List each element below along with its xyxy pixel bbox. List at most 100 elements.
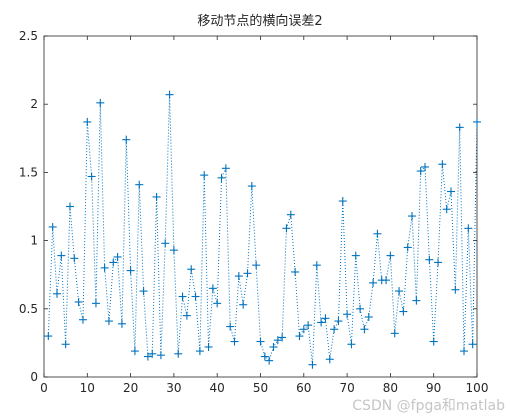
data-point-marker <box>113 252 122 261</box>
data-point-marker <box>308 360 317 369</box>
data-point-marker <box>343 310 352 319</box>
data-point-marker <box>416 167 425 176</box>
data-point-marker <box>460 347 469 356</box>
data-point-marker <box>174 349 183 358</box>
data-point-marker <box>161 239 170 248</box>
y-tick-label: 0 <box>30 370 38 384</box>
data-point-marker <box>78 315 87 324</box>
data-point-marker <box>187 265 196 274</box>
y-tick-label: 0.5 <box>19 302 38 316</box>
data-point-marker <box>195 347 204 356</box>
data-markers <box>44 90 481 369</box>
y-tick-label: 1.5 <box>19 165 38 179</box>
data-point-marker <box>217 173 226 182</box>
data-point-marker <box>334 317 343 326</box>
data-point-marker <box>373 229 382 238</box>
data-point-marker <box>52 289 61 298</box>
data-point-marker <box>356 304 365 313</box>
data-point-marker <box>390 329 399 338</box>
data-point-marker <box>273 336 282 345</box>
data-point-marker <box>265 356 274 365</box>
data-point-marker <box>70 254 79 263</box>
data-point-marker <box>468 340 477 349</box>
data-point-marker <box>83 117 92 126</box>
data-point-marker <box>156 351 165 360</box>
data-point-marker <box>369 278 378 287</box>
x-tick-label: 60 <box>296 381 311 395</box>
x-tick-label: 70 <box>339 381 354 395</box>
data-point-marker <box>143 352 152 361</box>
data-point-marker <box>48 222 57 231</box>
data-point-marker <box>438 160 447 169</box>
data-point-marker <box>148 349 157 358</box>
data-point-marker <box>304 321 313 330</box>
data-point-marker <box>360 325 369 334</box>
watermark: CSDN @fpga和matlab <box>352 398 505 414</box>
data-point-marker <box>403 243 412 252</box>
data-point-marker <box>165 90 174 99</box>
data-point-marker <box>412 296 421 305</box>
data-point-marker <box>382 276 391 285</box>
data-point-marker <box>104 317 113 326</box>
data-point-marker <box>182 311 191 320</box>
data-point-marker <box>191 292 200 301</box>
data-point-marker <box>57 251 66 260</box>
data-point-marker <box>226 322 235 331</box>
y-tick-label: 1 <box>30 234 38 248</box>
data-point-marker <box>408 212 417 221</box>
data-point-marker <box>421 162 430 171</box>
data-point-marker <box>473 117 481 126</box>
data-point-marker <box>213 299 222 308</box>
series-line <box>47 94 478 365</box>
data-point-marker <box>243 269 252 278</box>
data-point-marker <box>317 318 326 327</box>
data-point-marker <box>442 205 451 214</box>
data-point-marker <box>126 266 135 275</box>
y-tick-label: 2 <box>30 97 38 111</box>
data-point-marker <box>65 202 74 211</box>
data-point-marker <box>386 251 395 260</box>
data-point-marker <box>269 342 278 351</box>
data-point-marker <box>74 297 83 306</box>
data-point-marker <box>44 332 53 341</box>
axes: 0 10 20 30 40 50 60 70 80 90 100 0 0.5 1 1.5 2 2.5 <box>19 29 489 395</box>
x-tick-label: 80 <box>383 381 398 395</box>
data-point-marker <box>451 285 460 294</box>
x-tick-label: 90 <box>426 381 441 395</box>
data-point-marker <box>135 180 144 189</box>
chart-title: 移动节点的横向误差2 <box>197 13 322 29</box>
data-point-marker <box>364 312 373 321</box>
data-point-marker <box>351 251 360 260</box>
data-point-marker <box>178 292 187 301</box>
data-point-marker <box>247 182 256 191</box>
data-point-marker <box>204 342 213 351</box>
data-point-marker <box>208 284 217 293</box>
y-tick-label: 2.5 <box>19 29 38 43</box>
data-point-marker <box>100 263 109 272</box>
x-tick-label: 10 <box>80 381 95 395</box>
series-line <box>47 94 478 365</box>
x-tick-label: 100 <box>466 381 489 395</box>
data-point-marker <box>395 287 404 296</box>
data-point-marker <box>286 210 295 219</box>
data-point-marker <box>299 325 308 334</box>
data-point-marker <box>200 171 209 180</box>
data-point-marker <box>347 340 356 349</box>
data-point-marker <box>91 299 100 308</box>
data-point-marker <box>130 347 139 356</box>
x-tick-label: 50 <box>253 381 268 395</box>
data-point-marker <box>96 98 105 107</box>
data-point-marker <box>61 340 70 349</box>
data-point-marker <box>239 300 248 309</box>
data-point-marker <box>455 123 464 132</box>
data-point-marker <box>109 258 118 267</box>
data-point-marker <box>169 246 178 255</box>
data-point-marker <box>221 164 230 173</box>
data-point-marker <box>87 172 96 181</box>
x-tick-label: 40 <box>210 381 225 395</box>
data-point-marker <box>330 325 339 334</box>
data-point-marker <box>291 267 300 276</box>
data-point-marker <box>117 319 126 328</box>
data-point-marker <box>252 261 261 270</box>
